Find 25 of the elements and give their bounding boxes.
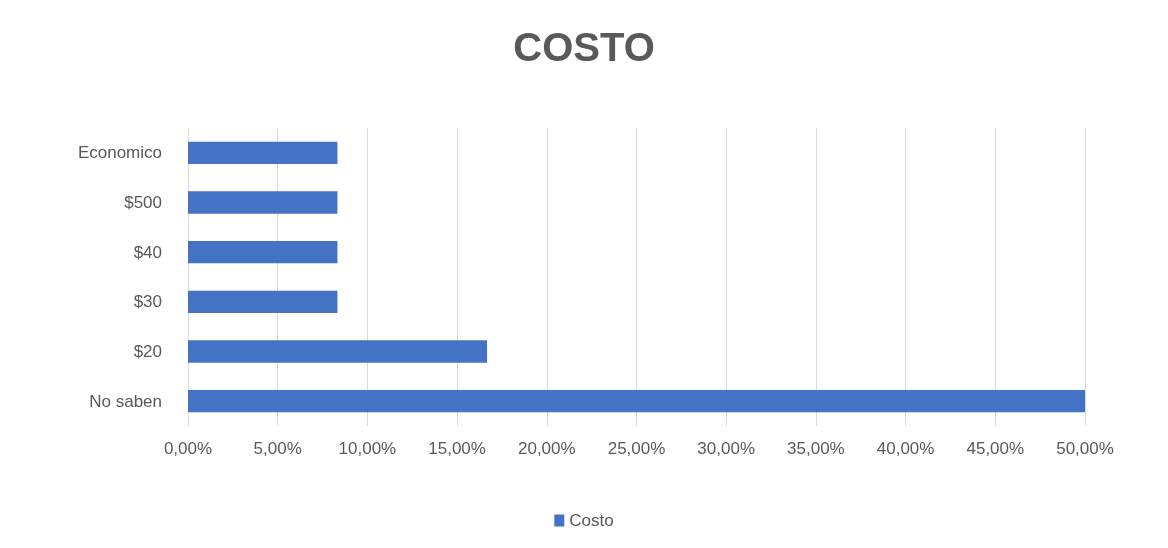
- x-tick-label: 50,00%: [1056, 439, 1114, 458]
- y-tick-label: $20: [133, 342, 162, 361]
- y-tick-label: $40: [133, 242, 162, 262]
- y-tick-label: $500: [124, 193, 162, 212]
- y-tick-label: Economico: [77, 143, 162, 163]
- bar: [188, 191, 338, 214]
- x-tick-label: 45,00%: [966, 439, 1025, 458]
- x-tick-label: 15,00%: [428, 439, 486, 458]
- bar: [188, 141, 338, 165]
- y-tick-label: $30: [133, 292, 162, 312]
- x-tick-label: 35,00%: [787, 439, 845, 458]
- legend-label: Costo: [569, 511, 614, 530]
- x-tick-label: 25,00%: [607, 439, 666, 458]
- x-tick-label: 40,00%: [876, 439, 935, 458]
- bar: [188, 290, 338, 314]
- x-tick-label: 20,00%: [517, 439, 576, 458]
- bar: [188, 389, 1085, 413]
- x-tick-label: 0,00%: [163, 439, 213, 458]
- bar: [188, 240, 338, 264]
- bar: [188, 340, 488, 363]
- y-tick-label: No saben: [89, 391, 162, 411]
- x-tick-label: 5,00%: [253, 439, 302, 458]
- chart-title: COSTO: [513, 25, 655, 69]
- x-tick-label: 10,00%: [338, 439, 397, 458]
- x-tick-label: 30,00%: [697, 439, 756, 458]
